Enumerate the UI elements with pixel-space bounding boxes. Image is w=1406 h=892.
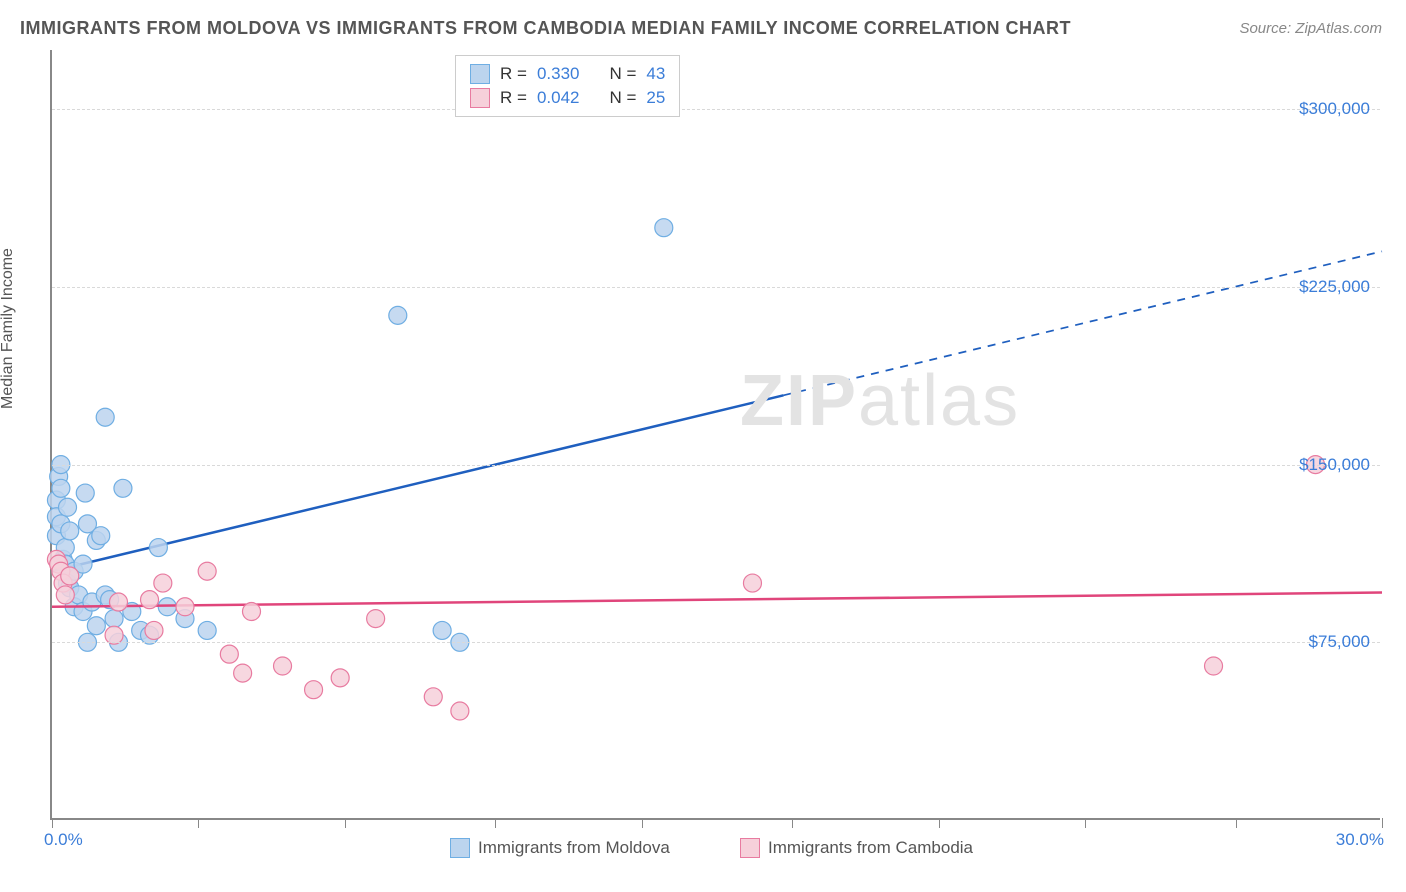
data-point — [87, 617, 105, 635]
data-point — [424, 688, 442, 706]
x-tick — [1236, 818, 1237, 828]
legend-n-label: N = — [609, 88, 636, 108]
data-point — [198, 562, 216, 580]
series-legend-item: Immigrants from Moldova — [450, 838, 670, 858]
y-tick-label: $300,000 — [1299, 99, 1370, 119]
legend-swatch — [450, 838, 470, 858]
data-point — [59, 498, 77, 516]
y-tick-label: $75,000 — [1309, 632, 1370, 652]
x-tick — [1085, 818, 1086, 828]
y-tick-label: $150,000 — [1299, 455, 1370, 475]
legend-row: R = 0.042 N = 25 — [470, 86, 665, 110]
x-tick — [52, 818, 53, 828]
legend-r-value: 0.042 — [537, 88, 580, 108]
x-tick — [1382, 818, 1383, 828]
data-point — [367, 610, 385, 628]
data-point — [743, 574, 761, 592]
legend-n-label: N = — [609, 64, 636, 84]
data-point — [655, 219, 673, 237]
legend-n-value: 25 — [646, 88, 665, 108]
legend-r-label: R = — [500, 64, 527, 84]
series-legend-item: Immigrants from Cambodia — [740, 838, 973, 858]
x-tick — [495, 818, 496, 828]
legend-r-label: R = — [500, 88, 527, 108]
correlation-legend: R = 0.330 N = 43 R = 0.042 N = 25 — [455, 55, 680, 117]
data-point — [141, 591, 159, 609]
data-point — [145, 621, 163, 639]
data-point — [56, 586, 74, 604]
series-legend-label: Immigrants from Moldova — [478, 838, 670, 858]
x-tick — [642, 818, 643, 828]
x-tick — [939, 818, 940, 828]
legend-swatch — [740, 838, 760, 858]
legend-n-value: 43 — [646, 64, 665, 84]
gridline — [52, 287, 1380, 288]
scatter-plot-svg — [52, 50, 1382, 820]
data-point — [52, 479, 70, 497]
data-point — [274, 657, 292, 675]
gridline — [52, 109, 1380, 110]
legend-r-value: 0.330 — [537, 64, 580, 84]
x-tick — [345, 818, 346, 828]
x-axis-min-label: 0.0% — [44, 830, 83, 850]
data-point — [114, 479, 132, 497]
data-point — [105, 610, 123, 628]
data-point — [433, 621, 451, 639]
data-point — [389, 306, 407, 324]
data-point — [1205, 657, 1223, 675]
data-point — [331, 669, 349, 687]
chart-container: IMMIGRANTS FROM MOLDOVA VS IMMIGRANTS FR… — [0, 0, 1406, 892]
legend-row: R = 0.330 N = 43 — [470, 62, 665, 86]
data-point — [92, 527, 110, 545]
data-point — [154, 574, 172, 592]
legend-swatch — [470, 64, 490, 84]
x-tick — [198, 818, 199, 828]
data-point — [243, 603, 261, 621]
data-point — [61, 522, 79, 540]
data-point — [96, 408, 114, 426]
plot-area: $75,000 $150,000 $225,000 $300,000 — [50, 50, 1380, 820]
trend-line-extrapolated — [784, 251, 1383, 395]
x-axis-max-label: 30.0% — [1336, 830, 1384, 850]
y-axis-label: Median Family Income — [0, 248, 17, 409]
data-point — [220, 645, 238, 663]
chart-title: IMMIGRANTS FROM MOLDOVA VS IMMIGRANTS FR… — [20, 18, 1071, 39]
x-tick — [792, 818, 793, 828]
series-legend-label: Immigrants from Cambodia — [768, 838, 973, 858]
data-point — [149, 539, 167, 557]
data-point — [234, 664, 252, 682]
legend-swatch — [470, 88, 490, 108]
data-point — [110, 593, 128, 611]
data-point — [451, 702, 469, 720]
y-tick-label: $225,000 — [1299, 277, 1370, 297]
data-point — [61, 567, 79, 585]
gridline — [52, 465, 1380, 466]
data-point — [176, 598, 194, 616]
source-attribution: Source: ZipAtlas.com — [1239, 20, 1382, 37]
data-point — [76, 484, 94, 502]
gridline — [52, 642, 1380, 643]
data-point — [198, 621, 216, 639]
data-point — [305, 681, 323, 699]
